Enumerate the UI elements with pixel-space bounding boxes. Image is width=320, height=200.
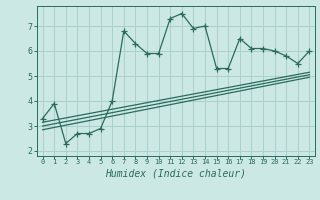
X-axis label: Humidex (Indice chaleur): Humidex (Indice chaleur) — [106, 168, 246, 178]
